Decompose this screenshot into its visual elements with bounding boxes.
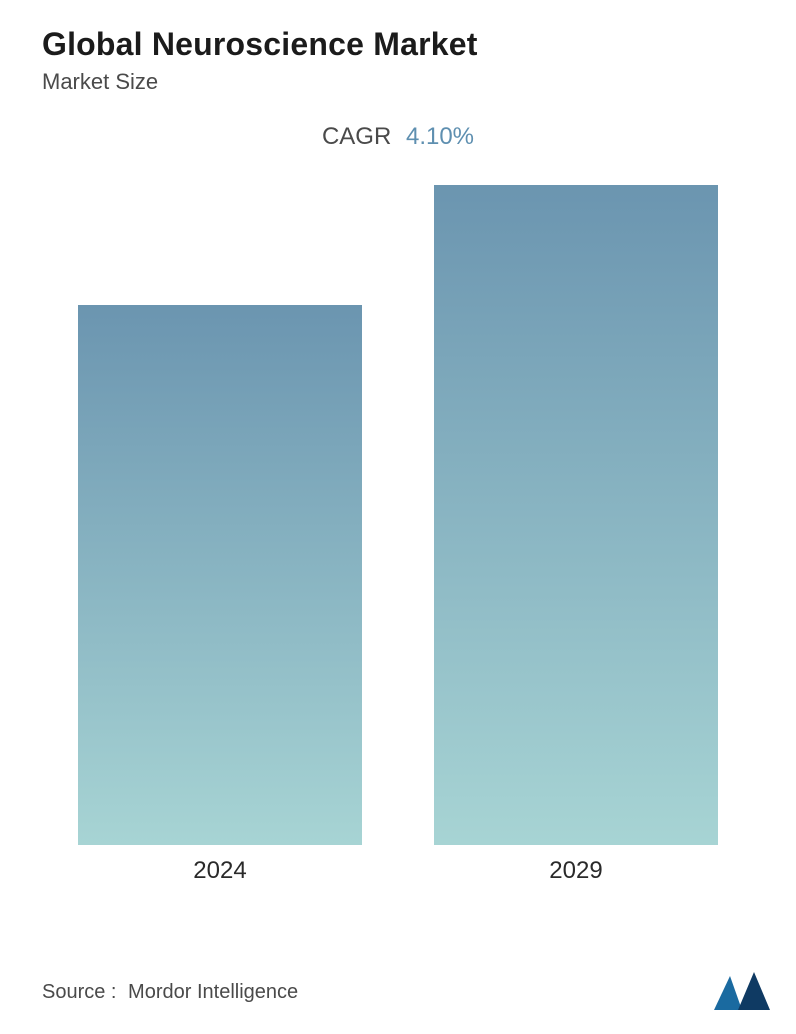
bar-chart: 2024 2029: [42, 181, 754, 901]
chart-container: Global Neuroscience Market Market Size C…: [0, 0, 796, 1034]
logo-right-triangle: [738, 972, 770, 1010]
source-line: Source : Mordor Intelligence: [42, 981, 298, 1004]
xlabel-0: 2024: [78, 845, 363, 885]
bar-2029: [434, 185, 719, 845]
bars-plot: [42, 181, 754, 845]
bar-2024: [78, 305, 363, 845]
page-subtitle: Market Size: [42, 69, 754, 95]
cagr-line: CAGR 4.10%: [42, 123, 754, 151]
mordor-logo-icon: [710, 970, 774, 1014]
source-label: Source :: [42, 981, 116, 1003]
bar-slot-1: [434, 185, 719, 845]
bar-slot-0: [78, 305, 363, 845]
logo-left-triangle: [714, 976, 742, 1010]
x-axis-labels: 2024 2029: [42, 845, 754, 901]
cagr-label: CAGR: [322, 123, 391, 150]
source-value: Mordor Intelligence: [128, 981, 298, 1003]
cagr-value: 4.10%: [406, 123, 474, 150]
page-title: Global Neuroscience Market: [42, 26, 754, 63]
xlabel-1: 2029: [434, 845, 719, 885]
footer: Source : Mordor Intelligence: [42, 970, 774, 1014]
